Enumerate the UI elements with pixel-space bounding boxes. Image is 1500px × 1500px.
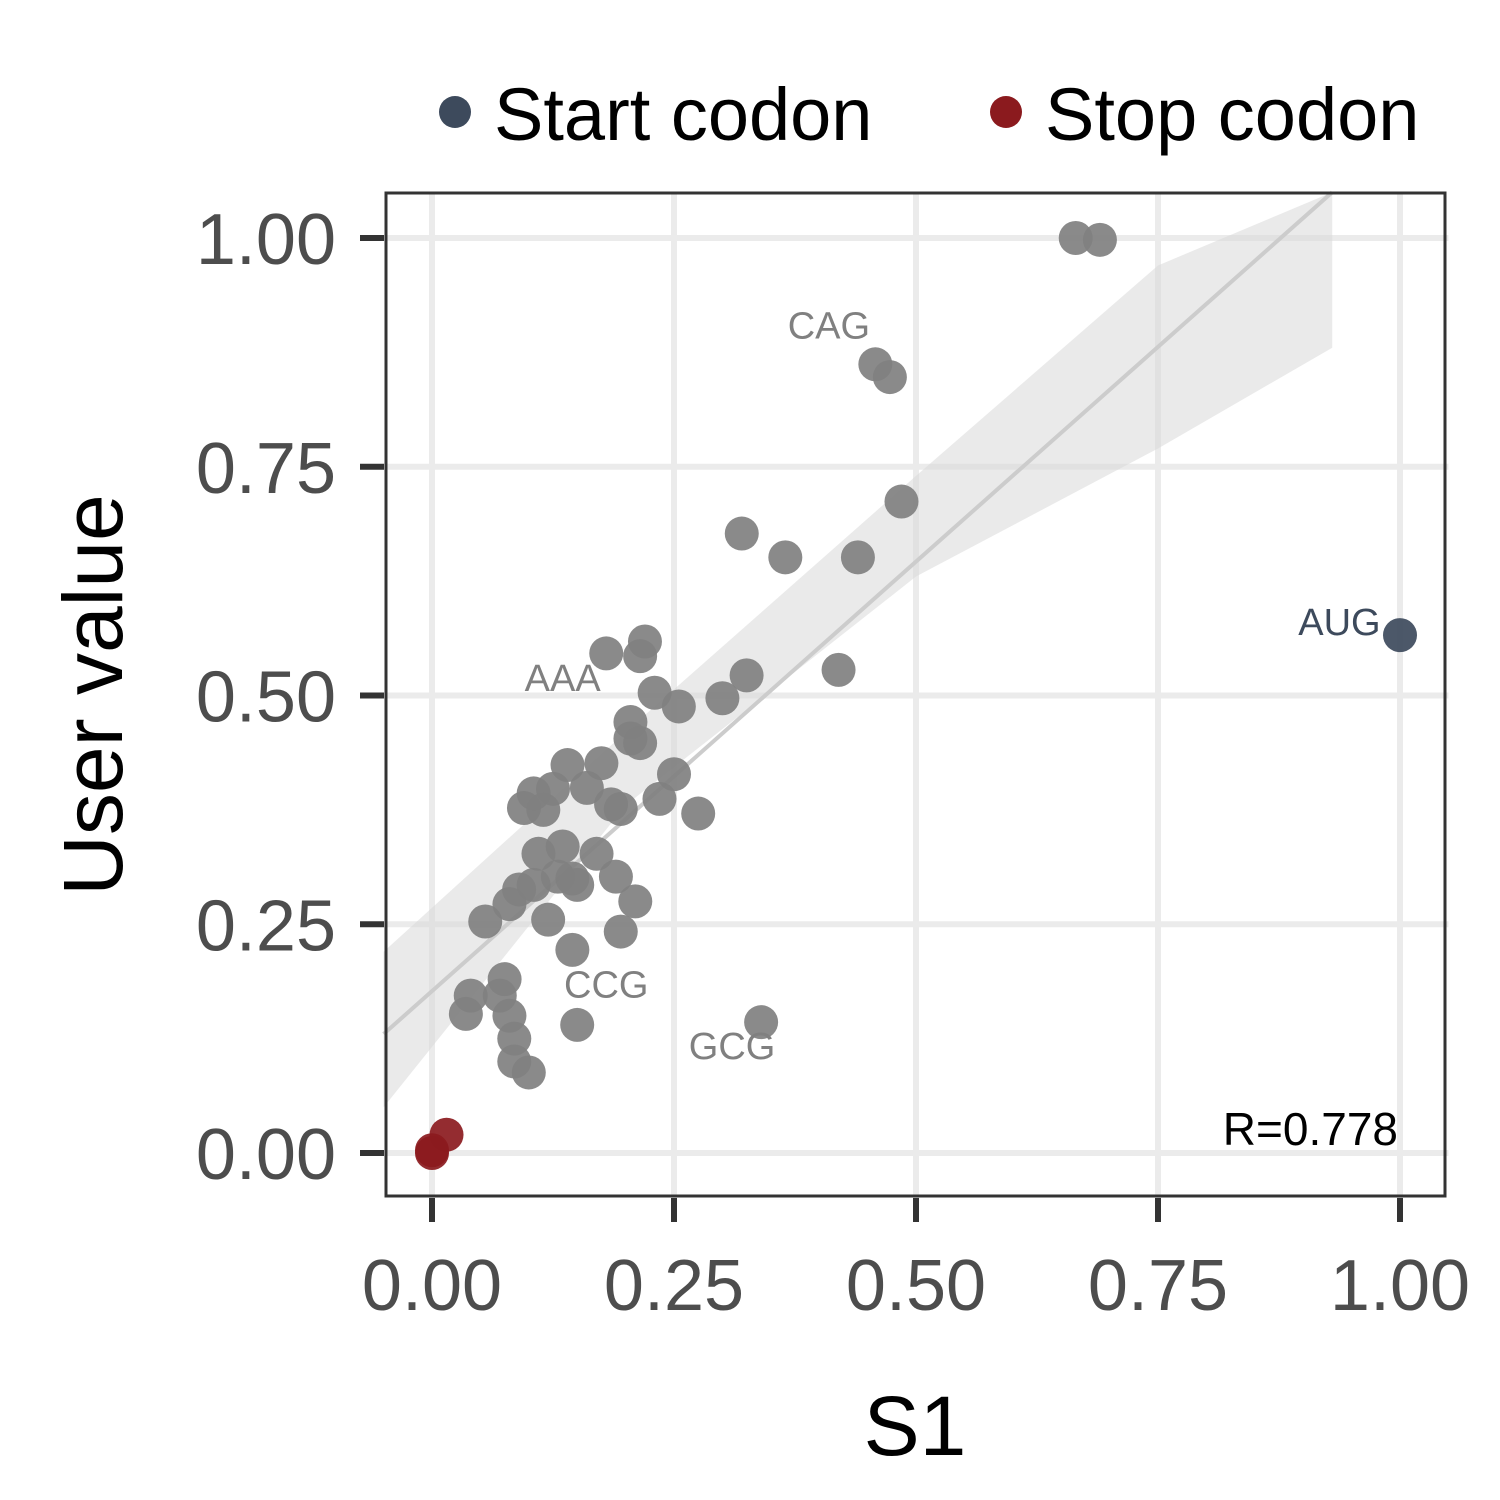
codon-point bbox=[598, 859, 633, 894]
codon-point bbox=[555, 932, 590, 967]
x-tick-label: 0.50 bbox=[846, 1246, 986, 1326]
codon-point bbox=[724, 516, 759, 551]
codon-point bbox=[569, 770, 604, 805]
x-axis: 0.00 0.25 0.50 0.75 1.00 bbox=[362, 1198, 1470, 1326]
point-label: GCG bbox=[689, 1026, 776, 1068]
legend: Start codon Stop codon bbox=[439, 73, 1419, 156]
x-tick-label: 1.00 bbox=[1330, 1246, 1470, 1326]
codon-point bbox=[492, 887, 527, 922]
x-axis-title: S1 bbox=[864, 1379, 967, 1473]
legend-marker-stop bbox=[990, 96, 1022, 128]
codon-point bbox=[623, 726, 658, 761]
x-tick-label: 0.25 bbox=[604, 1246, 744, 1326]
point-label: CAG bbox=[788, 306, 870, 348]
codon-point bbox=[545, 829, 580, 864]
codon-point bbox=[623, 639, 658, 674]
codon-point bbox=[560, 1007, 595, 1042]
y-tick-label: 0.00 bbox=[196, 1115, 336, 1195]
codon-point bbox=[448, 996, 483, 1031]
codon-point bbox=[589, 636, 624, 671]
codon-point bbox=[579, 836, 614, 871]
x-tick-label: 0.00 bbox=[362, 1246, 502, 1326]
y-axis-title: User value bbox=[46, 494, 140, 896]
codon-point bbox=[603, 791, 638, 826]
codon-point bbox=[821, 652, 856, 687]
codon-point bbox=[657, 757, 691, 792]
codon-point bbox=[1082, 222, 1117, 257]
point-label: AUG bbox=[1298, 602, 1380, 644]
y-tick-label: 0.75 bbox=[196, 429, 336, 509]
legend-label-start: Start codon bbox=[494, 73, 872, 156]
codon-point bbox=[840, 540, 875, 575]
codon-point bbox=[744, 1005, 779, 1040]
y-axis: 0.00 0.25 0.50 0.75 1.00 bbox=[196, 200, 384, 1195]
codon-point bbox=[681, 796, 716, 831]
codon-point bbox=[603, 914, 638, 949]
y-tick-label: 0.25 bbox=[196, 886, 336, 966]
start-codon-point bbox=[1383, 618, 1417, 653]
codon-point bbox=[468, 904, 503, 939]
codon-point bbox=[560, 867, 595, 902]
codon-point bbox=[884, 484, 919, 519]
legend-label-stop: Stop codon bbox=[1045, 73, 1419, 156]
legend-marker-start bbox=[439, 96, 471, 128]
codon-point bbox=[531, 902, 566, 937]
point-labels: CAG AAA CCG GCG AUG bbox=[525, 306, 1381, 1068]
codon-point bbox=[661, 689, 696, 724]
plot-panel: CAG AAA CCG GCG AUG R=0.778 bbox=[382, 190, 1449, 1199]
codon-point bbox=[768, 540, 803, 575]
x-tick-label: 0.75 bbox=[1088, 1246, 1228, 1326]
codon-point bbox=[584, 746, 619, 781]
codon-point bbox=[705, 681, 740, 716]
point-label: AAA bbox=[525, 658, 602, 700]
codon-point bbox=[618, 884, 653, 919]
codon-point bbox=[1058, 221, 1093, 255]
y-tick-label: 0.50 bbox=[196, 658, 336, 738]
plot-border bbox=[384, 191, 1447, 1198]
y-tick-label: 1.00 bbox=[196, 200, 336, 280]
point-label: CCG bbox=[564, 964, 648, 1006]
codon-point bbox=[511, 1055, 546, 1090]
data-points bbox=[415, 221, 1417, 1170]
codon-point bbox=[526, 792, 561, 827]
codon-point bbox=[872, 360, 907, 395]
codon-point bbox=[642, 781, 677, 816]
codon-point bbox=[729, 658, 764, 693]
codon-point bbox=[516, 867, 551, 902]
stop-codon-point bbox=[415, 1136, 449, 1170]
confidence-band bbox=[383, 192, 1333, 1108]
correlation-annotation: R=0.778 bbox=[1223, 1103, 1398, 1155]
